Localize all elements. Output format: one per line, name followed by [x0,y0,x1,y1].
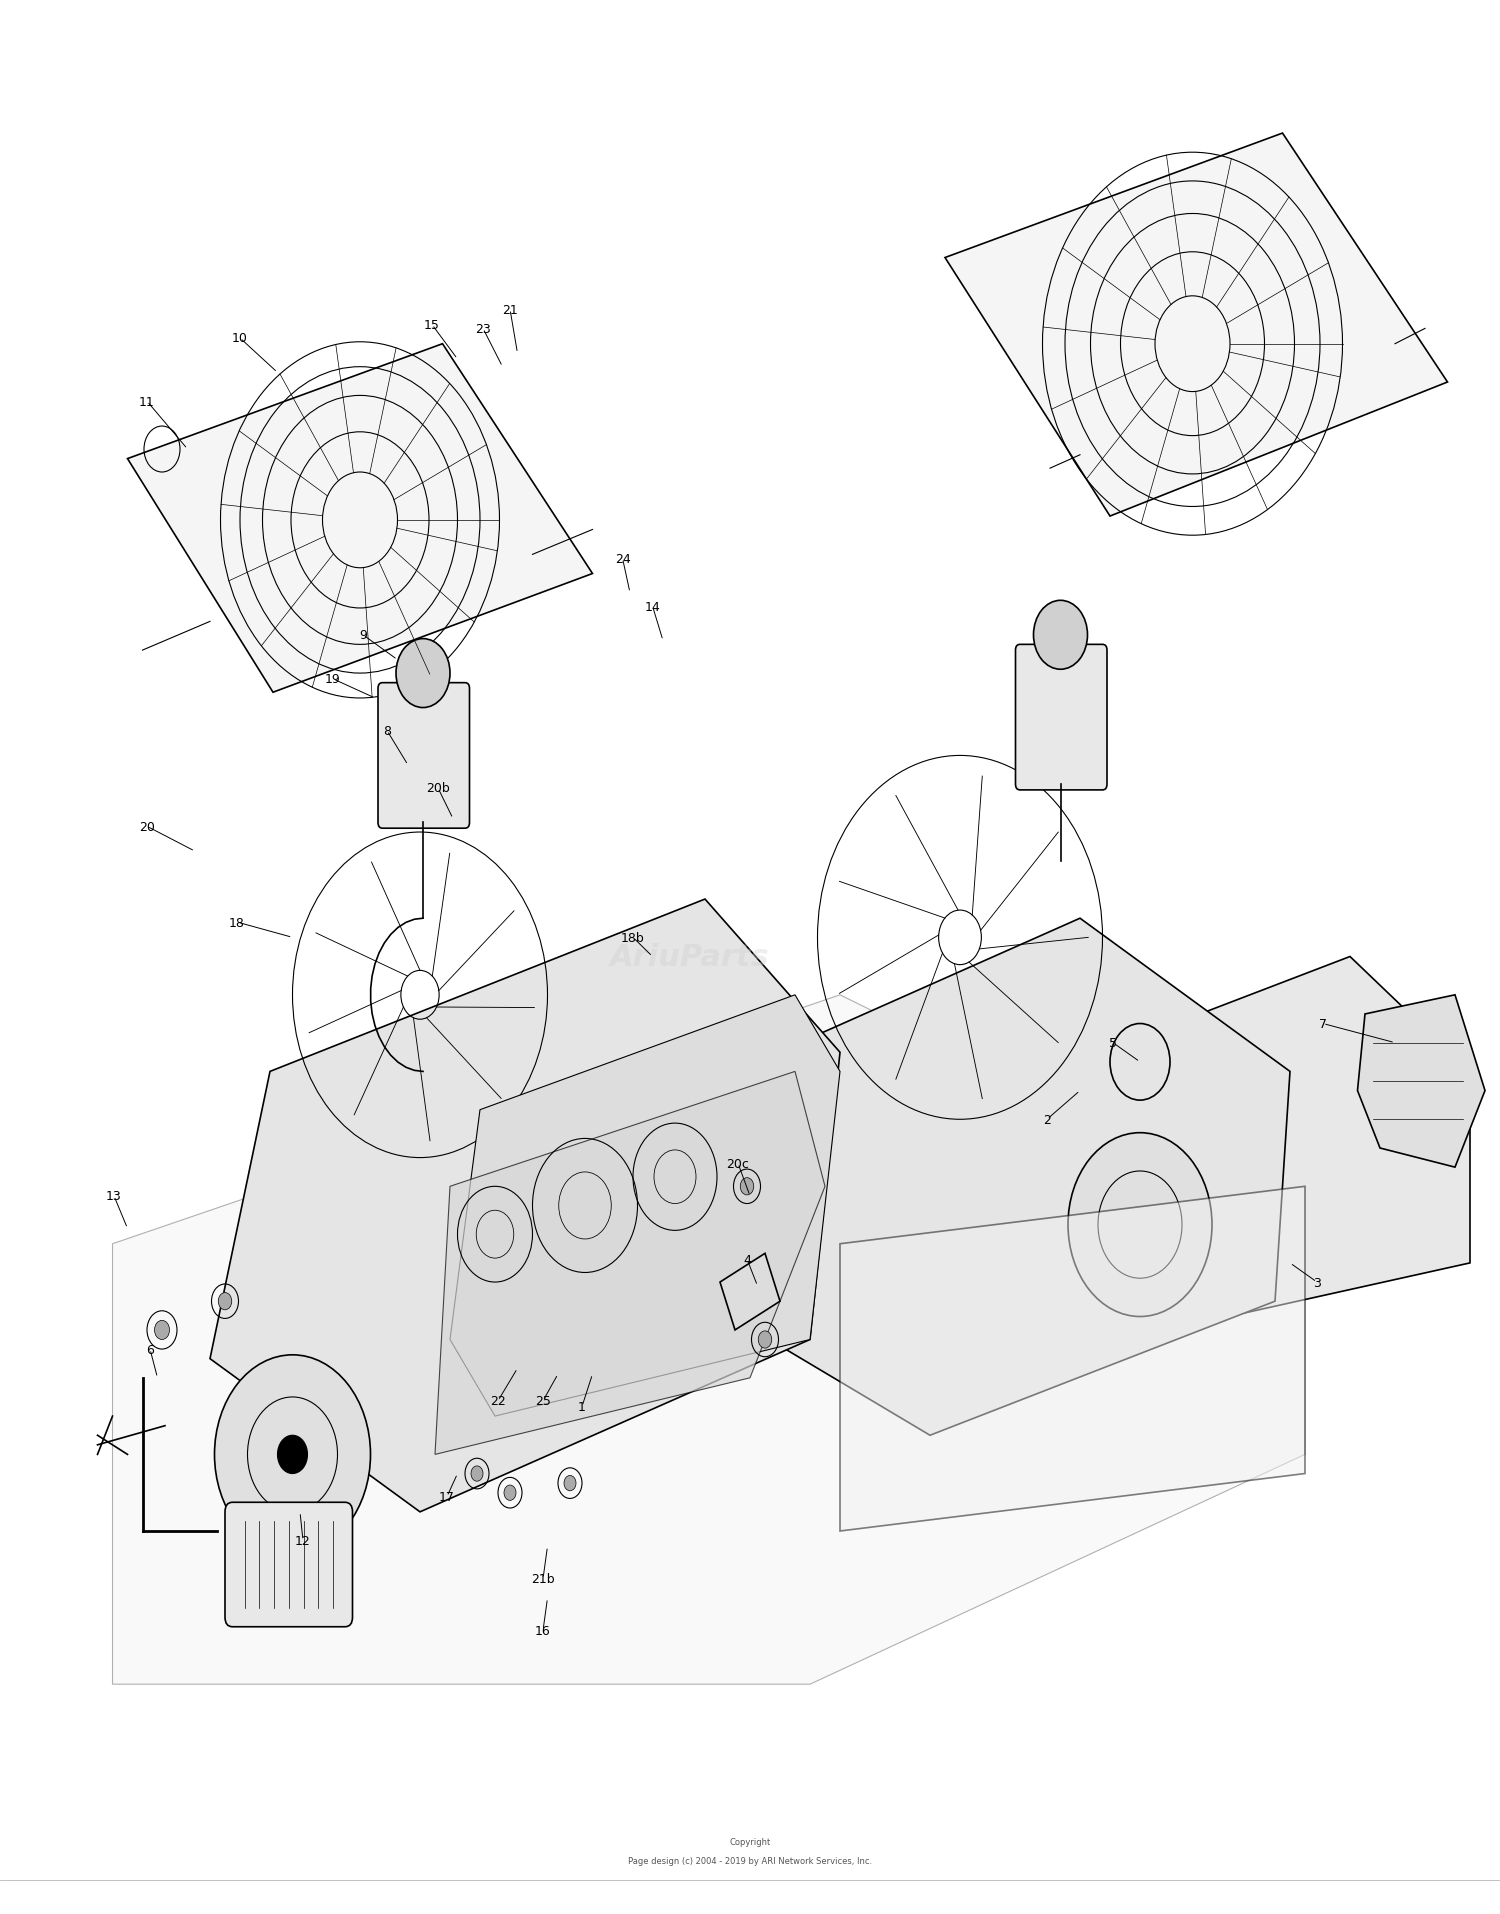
Text: 20c: 20c [726,1158,750,1169]
Text: 8: 8 [382,725,392,737]
Text: 3: 3 [1312,1277,1322,1288]
Text: 14: 14 [645,601,660,612]
Circle shape [758,1332,771,1347]
Circle shape [504,1485,516,1501]
Polygon shape [975,957,1470,1340]
FancyBboxPatch shape [225,1502,352,1627]
Polygon shape [945,134,1448,517]
FancyBboxPatch shape [1016,645,1107,790]
Text: AriuParts: AriuParts [610,942,770,972]
Text: 18b: 18b [621,932,645,944]
Polygon shape [450,995,840,1416]
Text: 20: 20 [140,821,154,833]
Text: Page design (c) 2004 - 2019 by ARI Network Services, Inc.: Page design (c) 2004 - 2019 by ARI Netwo… [628,1857,872,1864]
Text: 10: 10 [232,333,248,345]
Text: 19: 19 [326,674,340,685]
Circle shape [471,1466,483,1481]
Text: 22: 22 [490,1395,506,1407]
Text: 23: 23 [476,323,490,335]
Text: 15: 15 [424,320,439,331]
Circle shape [154,1321,170,1340]
Text: 9: 9 [358,630,368,641]
Text: 24: 24 [615,553,630,565]
Text: 21b: 21b [531,1573,555,1585]
Text: 20b: 20b [426,783,450,794]
Text: 6: 6 [146,1344,154,1355]
Text: 4: 4 [742,1254,752,1265]
Text: Copyright: Copyright [729,1837,771,1845]
Circle shape [219,1294,231,1309]
Text: 11: 11 [140,396,154,408]
Circle shape [1068,1133,1212,1317]
Polygon shape [1358,995,1485,1168]
Polygon shape [210,900,840,1512]
Polygon shape [128,345,592,693]
Polygon shape [720,1254,780,1330]
Text: 25: 25 [536,1395,550,1407]
Text: 16: 16 [536,1625,550,1636]
Text: 18: 18 [230,917,244,928]
Polygon shape [435,1072,825,1455]
Circle shape [278,1436,308,1474]
Circle shape [396,639,450,708]
Text: 13: 13 [106,1191,122,1202]
Circle shape [564,1476,576,1491]
Polygon shape [705,919,1290,1436]
Circle shape [1034,601,1088,670]
Text: 7: 7 [1318,1018,1328,1030]
Circle shape [214,1355,370,1554]
Text: 1: 1 [578,1401,586,1413]
Text: 2: 2 [1042,1114,1052,1125]
Polygon shape [840,1187,1305,1531]
Circle shape [741,1179,753,1194]
Polygon shape [112,995,1305,1684]
Text: 5: 5 [1108,1037,1118,1049]
FancyBboxPatch shape [378,683,470,829]
Text: 12: 12 [296,1535,310,1547]
Text: 21: 21 [503,304,518,316]
Text: 17: 17 [440,1491,454,1502]
